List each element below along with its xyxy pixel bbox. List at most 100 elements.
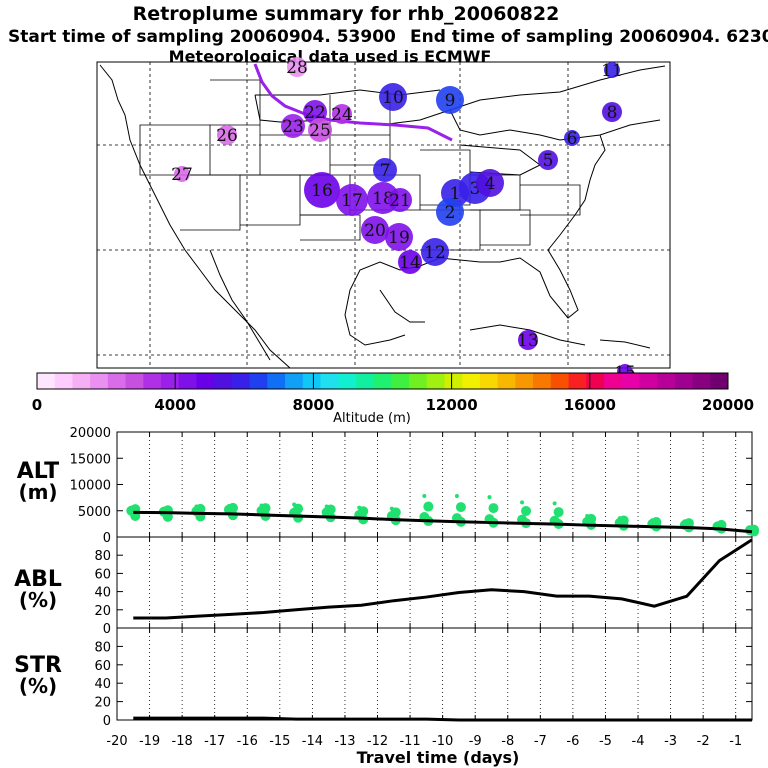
- alt-panel-label: ALT: [17, 459, 59, 484]
- colorbar-label: Altitude (m): [333, 411, 411, 426]
- colorbar-tick-label: 0: [32, 396, 42, 414]
- plume-point-5: [538, 150, 558, 170]
- y-tick-label: 0: [103, 622, 111, 637]
- colorbar-swatch: [125, 373, 144, 389]
- colorbar-swatch: [568, 373, 587, 389]
- y-tick-label: 80: [94, 549, 111, 564]
- colorbar-tick-label: 16000: [564, 396, 616, 414]
- alt-scatter-point: [293, 512, 304, 523]
- colorbar-tick-label: 4000: [154, 396, 196, 414]
- plume-point-label: 25: [309, 121, 331, 141]
- alt-panel-unit: (m): [18, 480, 57, 504]
- colorbar-swatch: [54, 373, 73, 389]
- str-line: [133, 716, 752, 722]
- start-time-label: Start time of sampling 20060904. 53900: [8, 27, 396, 47]
- plume-point-label: 4: [485, 174, 496, 194]
- plume-point-22: [303, 100, 327, 124]
- alt-scatter-point: [161, 506, 166, 511]
- x-tick-label: -19: [139, 734, 160, 749]
- colorbar-swatch: [479, 373, 499, 389]
- plume-point-19: [385, 223, 413, 251]
- plume-point-16: [304, 172, 340, 208]
- plume-point-label: 1: [450, 184, 461, 204]
- alt-scatter-point: [749, 526, 759, 537]
- y-tick-label: 40: [94, 677, 111, 692]
- plume-point-23: [281, 114, 305, 138]
- colorbar-swatch: [107, 373, 127, 389]
- alt-scatter-point: [194, 504, 199, 509]
- y-tick-label: 0: [103, 714, 111, 729]
- plume-point-label: 9: [445, 91, 456, 111]
- y-tick-label: 15000: [70, 452, 111, 467]
- alt-scatter-point: [521, 506, 532, 517]
- alt-scatter-point: [423, 501, 434, 512]
- alt-scatter-point: [487, 495, 492, 500]
- plume-point-label: 18: [372, 189, 394, 209]
- alt-scatter-point: [520, 500, 525, 505]
- alt-scatter-point: [389, 506, 394, 511]
- y-tick-label: 5000: [78, 505, 111, 520]
- plume-point-label: 20: [364, 221, 386, 241]
- alt-scatter-point: [650, 518, 655, 523]
- plume-point-label: 17: [341, 191, 363, 211]
- alt-scatter-point: [324, 504, 329, 509]
- colorbar-swatch: [196, 373, 215, 389]
- colorbar-tick-label: 20000: [702, 396, 754, 414]
- alt-scatter-point: [293, 503, 304, 514]
- plume-point-label: 14: [399, 253, 421, 273]
- plume-point-label: 6: [567, 129, 578, 149]
- colorbar-swatch: [391, 373, 410, 389]
- colorbar-swatch: [231, 373, 251, 389]
- colorbar-swatch: [657, 373, 676, 389]
- x-tick-label: -10: [432, 734, 453, 749]
- plume-point-label: 16: [311, 181, 333, 201]
- x-tick-label: -2: [697, 734, 710, 749]
- plume-point-label: 28: [286, 58, 308, 78]
- plume-point-label: 8: [607, 103, 618, 123]
- colorbar-swatch: [515, 373, 534, 389]
- colorbar-swatch: [692, 373, 711, 389]
- x-tick-label: -6: [566, 734, 579, 749]
- plume-point-label: 21: [389, 191, 411, 211]
- x-tick-label: -8: [501, 734, 514, 749]
- colorbar-swatch: [497, 373, 516, 389]
- alt-scatter-point: [682, 519, 687, 524]
- str-panel-label: STR: [14, 653, 62, 678]
- alt-scatter-point: [454, 494, 459, 499]
- colorbar-swatch: [409, 373, 428, 389]
- x-tick-label: -7: [534, 734, 547, 749]
- plume-point-20: [361, 216, 389, 244]
- x-tick-label: -14: [302, 734, 323, 749]
- plume-point-27: [174, 166, 190, 182]
- alt-scatter-point: [226, 504, 231, 509]
- plume-point-label: 5: [543, 151, 554, 171]
- y-tick-label: 20: [94, 696, 111, 711]
- plume-points: 1234567891011121314151617181920212223242…: [171, 57, 636, 383]
- x-axis-title: Travel time (days): [357, 748, 520, 767]
- alt-scatter-point: [422, 494, 427, 499]
- x-tick-label: -15: [269, 734, 290, 749]
- met-data-label: Meteorological data used is ECMWF: [169, 47, 492, 66]
- plume-point-28: [287, 57, 307, 77]
- time-series-panels: 0 5000 10000 15000 20000 0 20 40 60 80 0 20 40 60 80 -2…: [70, 426, 759, 749]
- alt-scatter-point: [553, 507, 564, 518]
- alt-median-line: [133, 510, 753, 534]
- colorbar-swatch: [426, 373, 446, 389]
- colorbar-swatch: [267, 373, 286, 389]
- x-tick-label: -1: [729, 734, 742, 749]
- x-tick-label: -13: [334, 734, 355, 749]
- colorbar-swatch: [586, 373, 605, 389]
- plume-point-label: 24: [331, 105, 353, 125]
- colorbar-swatch: [621, 373, 640, 389]
- colorbar-swatch: [550, 373, 570, 389]
- plume-point-label: 12: [424, 243, 446, 263]
- colorbar-swatch: [178, 373, 197, 389]
- figure-title: Retroplume summary for rhb_20060822: [133, 3, 560, 25]
- alt-scatter-point: [357, 505, 362, 510]
- alt-scatter-point: [292, 502, 297, 507]
- colorbar-swatch: [338, 373, 357, 389]
- colorbar-swatch: [355, 373, 375, 389]
- plume-point-label: 22: [304, 103, 326, 123]
- y-tick-label: 40: [94, 586, 111, 601]
